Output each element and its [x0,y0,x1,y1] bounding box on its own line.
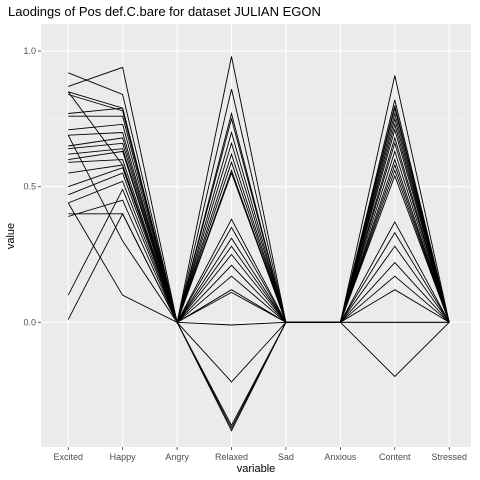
y-tick-label: 0.0 [23,317,36,327]
series-line [68,199,450,323]
series-line [68,141,450,324]
series-line [67,134,450,383]
y-tick-label: 1.0 [23,46,36,56]
series-line [68,167,450,324]
x-tick-label: Anxious [324,452,357,462]
y-tick-label: 0.5 [23,182,36,192]
x-tick-label: Excited [53,452,83,462]
series-line [68,172,450,324]
series-line [68,149,450,324]
x-tick-label: Content [379,452,411,462]
x-tick-label: Relaxed [215,452,248,462]
y-axis: 0.0 0.5 1.0 [23,46,41,327]
series-line [68,136,450,324]
x-tick-label: Stressed [431,452,467,462]
x-tick-label: Sad [278,452,294,462]
series-line [68,115,450,324]
x-tick-label: Angry [165,452,189,462]
series-line [68,56,450,323]
series-line [68,107,450,325]
series-line [68,148,450,429]
series-line [68,122,450,324]
x-axis: Excited Happy Angry Relaxed Sad Anxious Conten… [53,447,467,462]
series-line [68,66,450,323]
chart-title: Laodings of Pos def.C.bare for dataset J… [8,4,321,19]
series-line [68,158,450,324]
series-line [68,180,450,324]
series-line [68,94,450,325]
series-line [67,212,450,326]
y-axis-title: value [5,223,17,249]
series-line [67,202,450,432]
x-axis-title: variable [237,463,276,475]
x-tick-label: Happy [110,452,137,462]
series-lines [67,56,450,432]
series-line [67,188,450,323]
series-line [68,128,450,324]
